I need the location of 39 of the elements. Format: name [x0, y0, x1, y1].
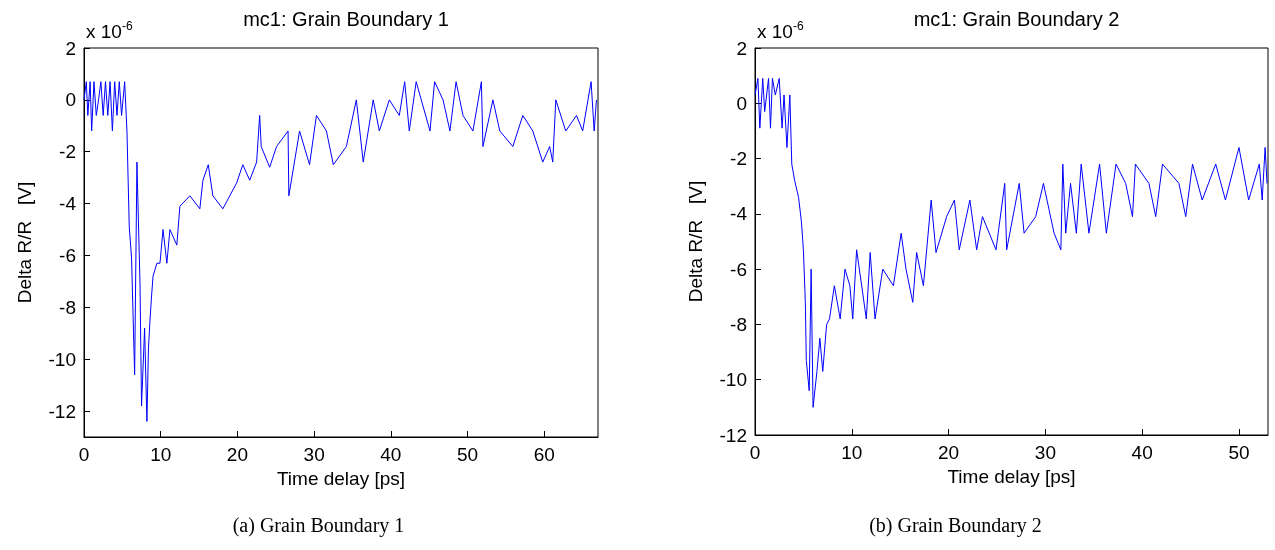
- y-tick-label: -8: [730, 313, 747, 335]
- x-tick-label: 0: [749, 442, 761, 463]
- line-series: [754, 77, 1268, 408]
- y-axis-title: Delta R/R [V]: [14, 181, 35, 304]
- text: (b) Grain Boundary 2: [869, 514, 1042, 537]
- y-tick-label: -6: [59, 244, 76, 266]
- y-tick-label: -8: [59, 296, 76, 318]
- x-tick-label: 40: [380, 444, 402, 465]
- y-tick-label: -6: [730, 258, 747, 280]
- x-tick-label: 20: [938, 442, 960, 463]
- y-tick-label: -4: [59, 193, 77, 215]
- x-axis-title: Time delay [ps]: [276, 467, 406, 489]
- text: (a) Grain Boundary 1: [232, 514, 405, 537]
- y-tick-label: 2: [65, 37, 76, 59]
- x-tick-label: 30: [303, 444, 325, 465]
- y-tick-label: -12: [48, 400, 76, 422]
- x-axis-title: Time delay [ps]: [947, 465, 1076, 487]
- x-tick-label: 0: [78, 444, 90, 465]
- x-tick-label: 10: [841, 442, 863, 463]
- y-tick-label: 0: [65, 89, 76, 111]
- y-axis-title: Delta R/R [V]: [685, 180, 706, 303]
- y-tick-label: -4: [730, 203, 748, 225]
- y-tick-label: -10: [719, 369, 747, 391]
- x-tick-label: 20: [226, 444, 248, 465]
- y-tick-label: -2: [59, 141, 76, 163]
- x-tick-label: 50: [457, 444, 479, 465]
- x-tick-label: 30: [1034, 442, 1056, 463]
- x-tick-label: 50: [1228, 442, 1250, 463]
- x-tick-label: 40: [1131, 442, 1153, 463]
- y-tick-label: -12: [719, 424, 747, 446]
- x-tick-label: 60: [533, 444, 555, 465]
- y-tick-label: 2: [736, 37, 747, 59]
- chart-title: mc1: Grain Boundary 1: [243, 8, 449, 30]
- y-tick-label: 0: [736, 92, 747, 114]
- y-tick-label: -2: [730, 148, 747, 170]
- chart-title: mc1: Grain Boundary 2: [913, 8, 1120, 30]
- x-tick-label: 10: [150, 444, 172, 465]
- y-tick-label: -10: [48, 348, 76, 370]
- line-series: [83, 81, 597, 422]
